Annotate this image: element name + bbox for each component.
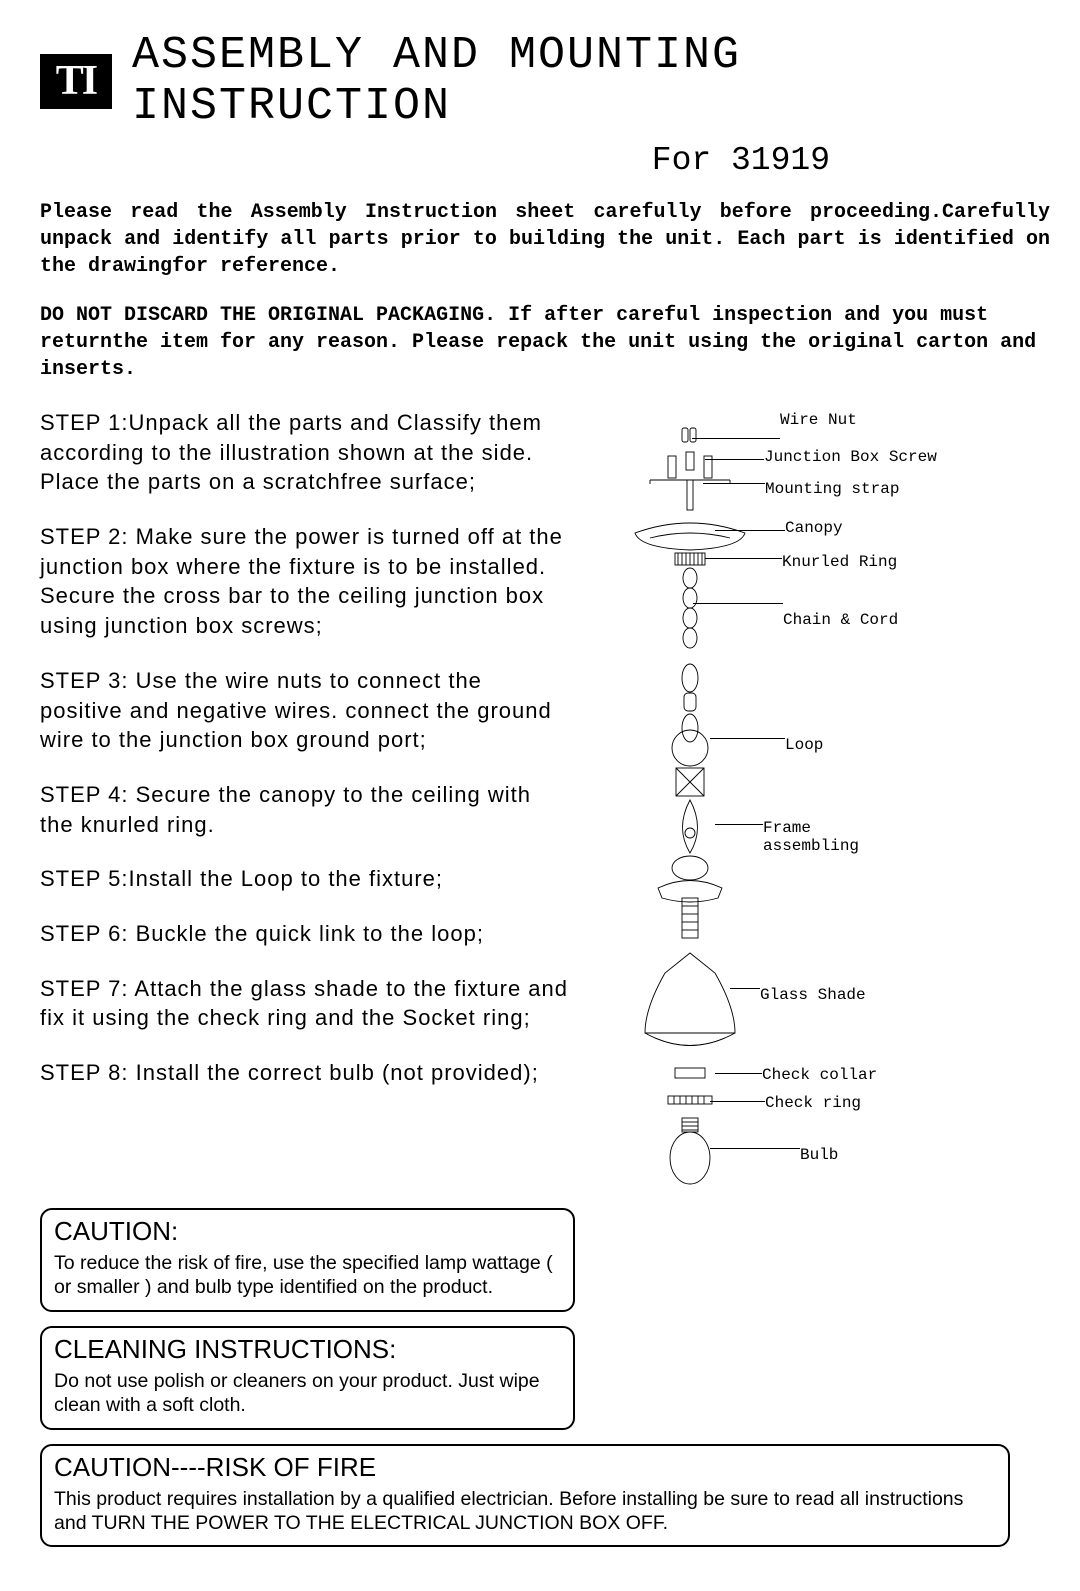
steps-column: STEP 1:Unpack all the parts and Classify… <box>40 408 570 1208</box>
diagram-label: Wire Nut <box>780 411 857 429</box>
leader-line <box>703 483 765 484</box>
diagram-label: Bulb <box>800 1146 838 1164</box>
caution-box-2-title: CAUTION----RISK OF FIRE <box>54 1452 996 1483</box>
subtitle: For 31919 <box>40 142 1050 179</box>
step-6: STEP 6: Buckle the quick link to the loo… <box>40 919 570 949</box>
caution-box-1: CAUTION: To reduce the risk of fire, use… <box>40 1208 575 1312</box>
step-1: STEP 1:Unpack all the parts and Classify… <box>40 408 570 497</box>
caution-box-2: CAUTION----RISK OF FIRE This product req… <box>40 1444 1010 1548</box>
main-area: STEP 1:Unpack all the parts and Classify… <box>40 408 1050 1208</box>
diagram-label: Junction Box Screw <box>764 448 937 466</box>
leader-line <box>693 603 783 604</box>
diagram-label: Mounting strap <box>765 480 899 498</box>
leader-line <box>715 824 763 825</box>
step-3: STEP 3: Use the wire nuts to connect the… <box>40 666 570 755</box>
step-2: STEP 2: Make sure the power is turned of… <box>40 522 570 641</box>
logo: TI <box>40 54 112 109</box>
fixture-drawing <box>590 408 790 1208</box>
diagram-label: Canopy <box>785 519 843 537</box>
leader-line <box>730 988 760 989</box>
cleaning-box-title: CLEANING INSTRUCTIONS: <box>54 1334 561 1365</box>
diagram-label: Glass Shade <box>760 986 866 1004</box>
cleaning-box: CLEANING INSTRUCTIONS: Do not use polish… <box>40 1326 575 1430</box>
cleaning-box-text: Do not use polish or cleaners on your pr… <box>54 1369 561 1418</box>
diagram-label: Knurled Ring <box>782 553 897 571</box>
step-4: STEP 4: Secure the canopy to the ceiling… <box>40 780 570 839</box>
diagram-label: Frame assembling <box>763 819 859 855</box>
caution-box-1-title: CAUTION: <box>54 1216 561 1247</box>
leader-line <box>710 738 785 739</box>
diagram-column: Wire Nut Junction Box Screw Mounting strap… <box>590 408 1050 1208</box>
leader-line <box>705 459 764 460</box>
leader-line <box>705 558 782 559</box>
step-8: STEP 8: Install the correct bulb (not pr… <box>40 1058 570 1088</box>
leader-line <box>715 1073 762 1074</box>
step-7: STEP 7: Attach the glass shade to the fi… <box>40 974 570 1033</box>
caution-box-1-text: To reduce the risk of fire, use the spec… <box>54 1251 561 1300</box>
intro-paragraph-2: DO NOT DISCARD THE ORIGINAL PACKAGING. I… <box>40 302 1050 383</box>
diagram-label: Check collar <box>762 1066 877 1084</box>
leader-line <box>692 438 780 439</box>
diagram-label: Chain & Cord <box>783 611 898 629</box>
caution-box-2-text: This product requires installation by a … <box>54 1487 996 1536</box>
header: TI ASSEMBLY AND MOUNTING INSTRUCTION <box>40 30 1050 132</box>
step-5: STEP 5:Install the Loop to the fixture; <box>40 864 570 894</box>
page-title: ASSEMBLY AND MOUNTING INSTRUCTION <box>132 30 1050 132</box>
intro-paragraph-1: Please read the Assembly Instruction she… <box>40 199 1050 280</box>
assembly-diagram: Wire Nut Junction Box Screw Mounting strap… <box>590 408 1050 1208</box>
leader-line <box>715 530 785 531</box>
diagram-label: Check ring <box>765 1094 861 1112</box>
leader-line <box>710 1148 800 1149</box>
leader-line <box>710 1101 765 1102</box>
diagram-label: Loop <box>785 736 823 754</box>
